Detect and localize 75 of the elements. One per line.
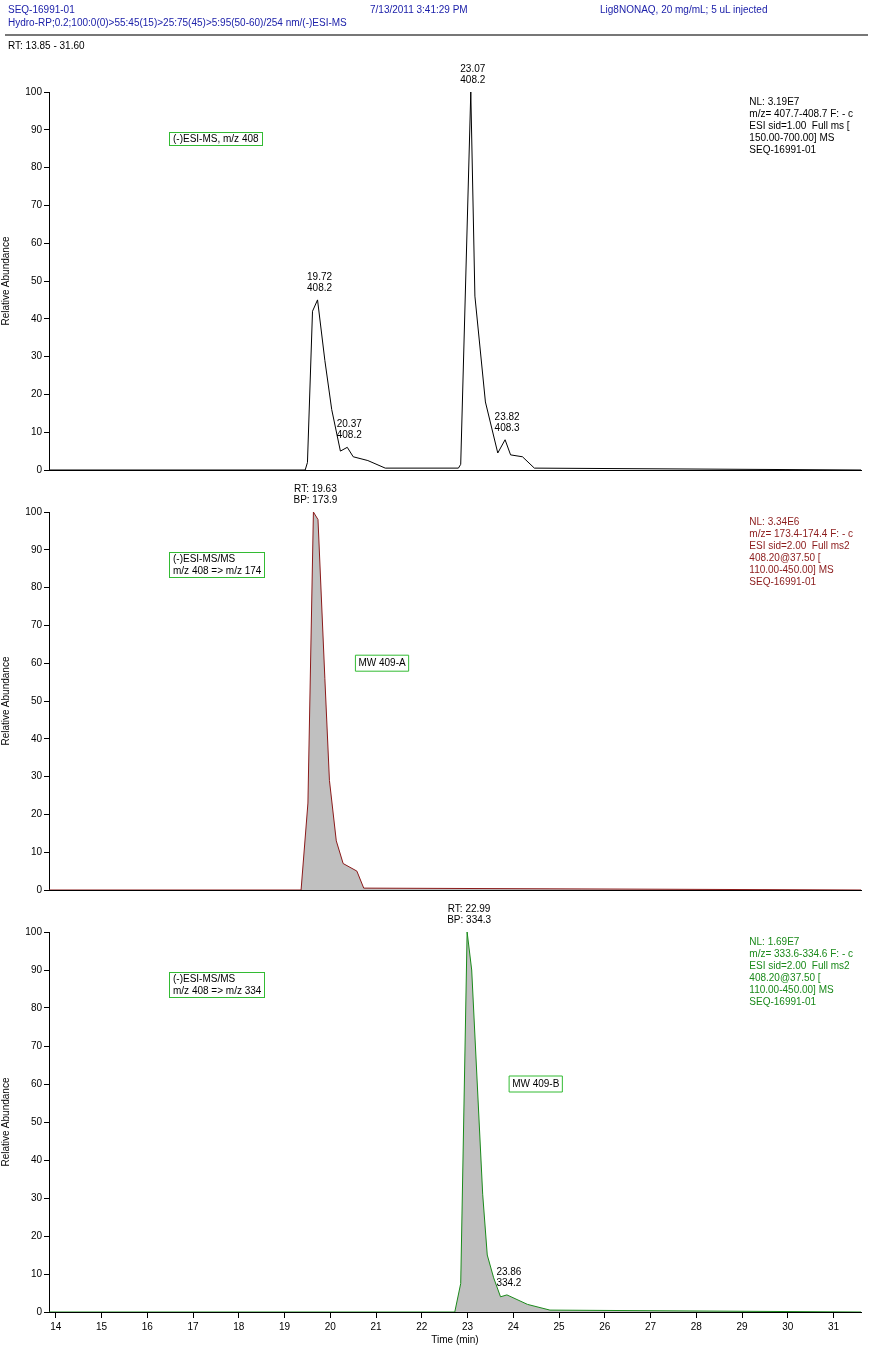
x-tick-label: 21 <box>370 1320 383 1332</box>
y-tick-label: 60 <box>30 656 43 668</box>
y-tick-label: 40 <box>30 1153 43 1165</box>
annotation: 23.07 408.2 <box>460 62 486 85</box>
x-tick-label: 28 <box>690 1320 703 1332</box>
annotation: RT: 19.63 BP: 173.9 <box>293 482 338 505</box>
y-axis-title: Relative Abundance <box>0 656 11 746</box>
x-tick-label: 20 <box>324 1320 337 1332</box>
x-tick-label: 19 <box>279 1320 291 1332</box>
y-tick-label: 100 <box>25 85 43 97</box>
text: NL: 3.19E7 m/z= 407.7-408.7 F: - c ESI sid=1.00 Full ms [ 150.00-700.00] MS SEQ-16991-01 <box>749 96 853 156</box>
x-tick-label: 30 <box>782 1320 794 1332</box>
x-tick-label: 23 <box>462 1320 474 1332</box>
y-tick-label: 10 <box>30 845 43 857</box>
x-axis-title: Time (min) <box>431 1333 479 1345</box>
y-tick-label: 0 <box>36 463 43 475</box>
x-tick-label: 15 <box>96 1320 108 1332</box>
y-tick-label: 50 <box>30 274 43 286</box>
y-tick-label: 90 <box>30 963 43 975</box>
x-tick-label: 18 <box>233 1320 245 1332</box>
x-tick-label: 22 <box>416 1320 428 1332</box>
y-tick-label: 70 <box>30 619 43 631</box>
y-tick-label: 70 <box>30 1039 43 1051</box>
annotation: MW 409-A <box>358 656 406 668</box>
x-tick-label: 26 <box>599 1320 611 1332</box>
text: 7/13/2011 3:41:29 PM <box>370 4 468 16</box>
y-tick-label: 30 <box>30 770 43 782</box>
text: Hydro-RP;0.2;100:0(0)>55:45(15)>25:75(45)>5:95(50-60)/254 nm/(-)ESI-MS <box>8 17 347 29</box>
y-tick-label: 100 <box>25 925 43 937</box>
y-tick-label: 90 <box>30 123 43 135</box>
x-tick-label: 24 <box>507 1320 520 1332</box>
x-tick-label: 27 <box>645 1320 657 1332</box>
x-tick-label: 29 <box>736 1320 749 1332</box>
y-tick-label: 20 <box>30 808 43 820</box>
y-tick-label: 30 <box>30 1191 43 1203</box>
x-tick-label: 17 <box>187 1320 200 1332</box>
y-tick-label: 100 <box>25 505 43 517</box>
y-tick-label: 60 <box>30 1077 43 1089</box>
text: (-)ESI-MS, m/z 408 <box>169 132 263 146</box>
x-tick-label: 25 <box>553 1320 566 1332</box>
y-tick-label: 10 <box>30 425 43 437</box>
annotation: RT: 22.99 BP: 334.3 <box>447 902 492 925</box>
annotation: 19.72 408.2 <box>307 270 333 293</box>
y-tick-label: 40 <box>30 732 43 744</box>
y-axis-title: Relative Abundance <box>0 1077 11 1167</box>
y-tick-label: 10 <box>30 1267 43 1279</box>
y-tick-label: 50 <box>30 694 43 706</box>
y-tick-label: 80 <box>30 161 43 173</box>
y-tick-label: 80 <box>30 581 43 593</box>
y-tick-label: 30 <box>30 350 43 362</box>
y-tick-label: 90 <box>30 543 43 555</box>
text: Lig8NONAQ, 20 mg/mL; 5 uL injected <box>600 4 768 16</box>
y-axis-title: Relative Abundance <box>0 236 11 326</box>
annotation: 23.86 334.2 <box>496 1265 522 1288</box>
y-tick-label: 40 <box>30 312 43 324</box>
y-tick-label: 20 <box>30 1229 43 1241</box>
y-tick-label: 70 <box>30 199 43 211</box>
x-tick-label: 14 <box>50 1320 62 1332</box>
text: NL: 1.69E7 m/z= 333.6-334.6 F: - c ESI sid=2.00 Full ms2 408.20@37.50 [ 110.00-450.00] MS SEQ-16991-01 <box>749 936 853 1008</box>
x-tick-label: 31 <box>827 1320 840 1332</box>
text: (-)ESI-MS/MS m/z 408 => m/z 174 <box>169 552 266 578</box>
y-tick-label: 0 <box>36 1305 43 1317</box>
y-tick-label: 60 <box>30 236 43 248</box>
y-tick-label: 0 <box>36 883 43 895</box>
annotation: 23.82 408.3 <box>494 410 521 433</box>
y-tick-label: 20 <box>30 388 43 400</box>
text: SEQ-16991-01 <box>8 4 75 16</box>
annotation: 20.37 408.2 <box>336 418 363 441</box>
y-tick-label: 50 <box>30 1115 43 1127</box>
text: (-)ESI-MS/MS m/z 408 => m/z 334 <box>169 972 266 998</box>
x-tick-label: 16 <box>141 1320 154 1332</box>
annotation: MW 409-B <box>512 1077 560 1089</box>
y-tick-label: 80 <box>30 1001 43 1013</box>
text: RT: 13.85 - 31.60 <box>8 40 85 52</box>
text: NL: 3.34E6 m/z= 173.4-174.4 F: - c ESI sid=2.00 Full ms2 408.20@37.50 [ 110.00-450.00] MS SEQ-16991-01 <box>749 516 853 588</box>
